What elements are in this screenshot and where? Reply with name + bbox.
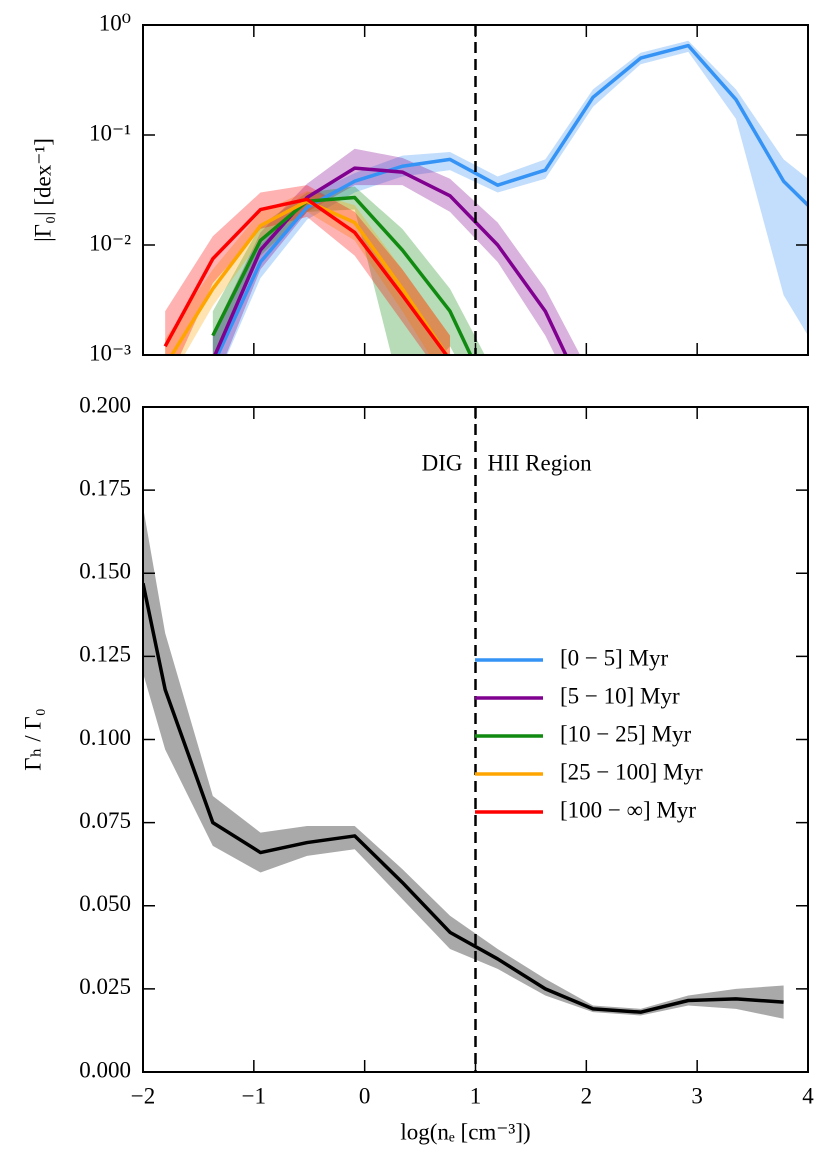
- data-line: [143, 582, 784, 1014]
- plot-area: [163, 40, 808, 355]
- y-tick-label: 0.050: [79, 891, 131, 916]
- legend-label: [100 − ∞] Myr: [560, 797, 696, 822]
- y-tick-label: 0.150: [79, 559, 131, 584]
- y-tick-label: 0.200: [79, 392, 131, 417]
- y-axis-label: |Γ₀| [dex⁻¹]: [30, 138, 55, 242]
- y-tick-label: 0.100: [79, 725, 131, 750]
- uncertainty-band: [165, 185, 451, 355]
- data-line: [163, 197, 449, 355]
- x-tick-label: −1: [242, 1083, 266, 1108]
- x-tick-label: 2: [581, 1083, 593, 1108]
- legend-label: [0 − 5] Myr: [560, 645, 668, 670]
- x-tick-label: 4: [802, 1083, 814, 1108]
- x-tick-label: 0: [359, 1083, 371, 1108]
- legend-label: [5 − 10] Myr: [560, 683, 680, 708]
- y-tick-label: 0.000: [79, 1057, 131, 1082]
- x-axis-label: log(nₑ [cm⁻³]): [400, 1119, 530, 1144]
- y-tick-label: 0.025: [79, 974, 131, 999]
- plot-area: [143, 506, 784, 1019]
- y-tick-label: 10⁻²: [89, 230, 131, 255]
- y-tick-label: 10⁻¹: [89, 120, 131, 145]
- x-tick-label: −2: [131, 1083, 155, 1108]
- legend-label: [25 − 100] Myr: [560, 759, 703, 784]
- data-line: [211, 195, 473, 355]
- y-tick-label: 0.125: [79, 642, 131, 667]
- y-tick-label: 10⁰: [99, 10, 131, 35]
- annotation: DIG: [422, 450, 463, 475]
- data-line: [213, 166, 568, 355]
- annotation: HII Region: [488, 450, 593, 475]
- legend-label: [10 − 25] Myr: [560, 721, 691, 746]
- y-tick-label: 0.175: [79, 475, 131, 500]
- y-axis-label: Γₕ / Γ₀: [20, 708, 45, 770]
- x-tick-label: 1: [470, 1083, 482, 1108]
- y-tick-label: 0.075: [79, 808, 131, 833]
- y-tick-label: 10⁻³: [89, 340, 131, 365]
- x-tick-label: 3: [691, 1083, 703, 1108]
